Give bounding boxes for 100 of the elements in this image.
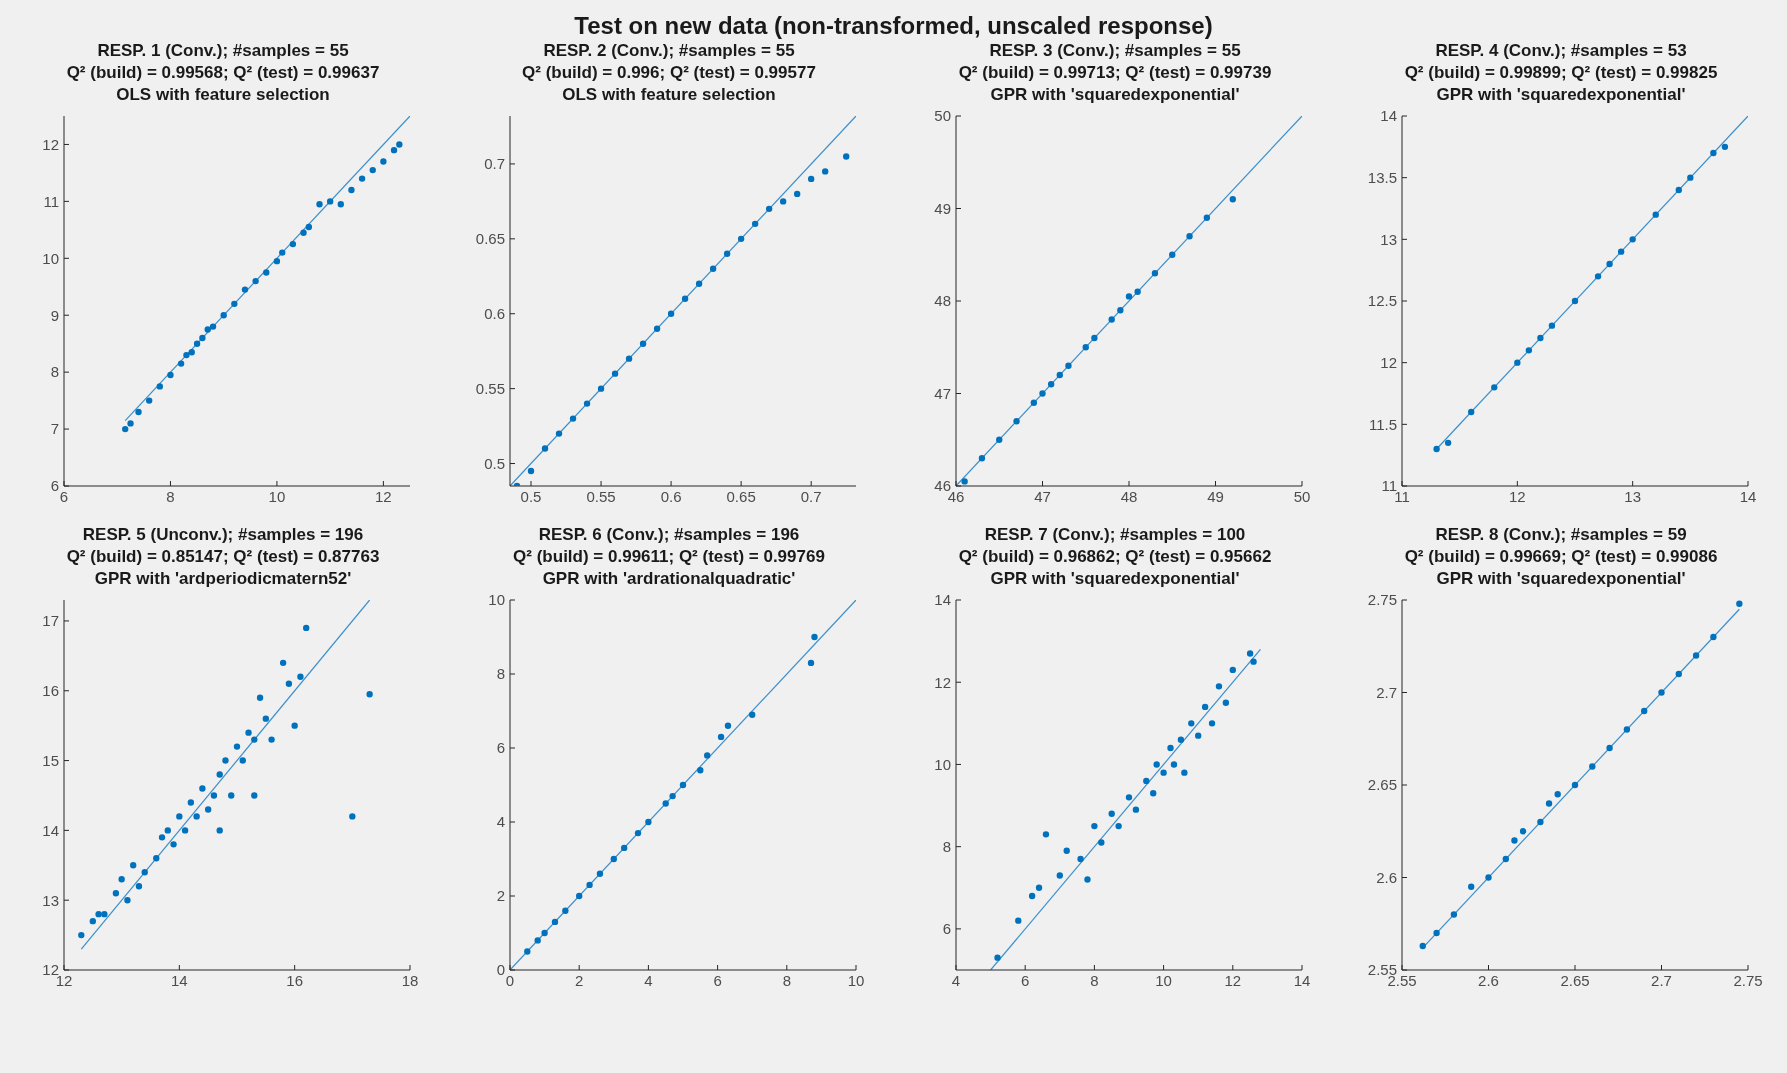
chart-subtitle: Q² (build) = 0.85147; Q² (test) = 0.87763 GPR with 'ardperiodicmatern52' xyxy=(66,546,380,590)
point xyxy=(751,220,759,228)
point xyxy=(326,198,334,205)
point xyxy=(1169,251,1176,258)
x-tick-label: 48 xyxy=(1120,487,1138,505)
point xyxy=(1537,818,1544,826)
point xyxy=(1519,828,1527,835)
point xyxy=(1181,769,1188,776)
point xyxy=(127,420,134,427)
point xyxy=(380,158,387,165)
point xyxy=(204,326,211,333)
point xyxy=(241,286,249,293)
point xyxy=(1246,650,1254,657)
chart-subtitle: Q² (build) = 0.99669; Q² (test) = 0.99086 GPR with 'squaredexponential' xyxy=(1404,546,1718,590)
x-tick-label: 8 xyxy=(782,971,791,989)
point xyxy=(1675,186,1682,194)
point xyxy=(78,931,85,939)
point xyxy=(1143,777,1150,785)
point xyxy=(1554,791,1561,798)
chart-title: RESP. 4 (Conv.); #samples = 53 xyxy=(1435,40,1687,62)
point xyxy=(251,792,258,799)
point xyxy=(1195,732,1202,739)
point xyxy=(1692,652,1700,659)
point xyxy=(183,351,190,359)
y-tick-label: 13 xyxy=(42,891,59,909)
x-tick-label: 2.75 xyxy=(1733,971,1763,989)
x-tick-label: 10 xyxy=(268,487,286,505)
point xyxy=(1160,769,1167,776)
point xyxy=(1606,744,1613,752)
point xyxy=(1150,790,1157,797)
point xyxy=(193,340,201,347)
chart-subtitle: Q² (build) = 0.99611; Q² (test) = 0.99769 GPR with 'ardrationalquadratic' xyxy=(513,546,825,590)
x-tick-label: 2.7 xyxy=(1651,971,1672,989)
y-tick-label: 12 xyxy=(42,135,59,153)
point xyxy=(1047,381,1055,388)
point xyxy=(233,743,241,750)
y-tick-label: 6 xyxy=(496,739,505,757)
chart-subtitle: Q² (build) = 0.99899; Q² (test) = 0.99825 GPR with 'squaredexponential' xyxy=(1404,62,1718,106)
point xyxy=(112,890,120,897)
point xyxy=(316,201,323,208)
chart-subtitle: Q² (build) = 0.96862; Q² (test) = 0.95662 GPR with 'squaredexponential' xyxy=(958,546,1272,590)
point xyxy=(1077,855,1084,863)
point xyxy=(551,918,559,926)
point xyxy=(1115,822,1122,830)
point xyxy=(300,229,307,236)
point xyxy=(177,360,185,367)
point xyxy=(209,323,217,330)
point xyxy=(534,937,541,944)
y-tick-label: 8 xyxy=(496,665,505,683)
point xyxy=(118,876,125,883)
point xyxy=(569,415,577,422)
x-tick-label: 0.65 xyxy=(726,487,756,505)
x-tick-label: 0.7 xyxy=(800,487,822,505)
chart-title: RESP. 5 (Unconv.); #samples = 196 xyxy=(82,524,364,546)
point xyxy=(348,186,355,194)
point xyxy=(597,385,605,392)
point xyxy=(1721,143,1729,151)
point xyxy=(1571,297,1579,305)
point xyxy=(156,383,164,390)
x-tick-label: 0.6 xyxy=(660,487,682,505)
point xyxy=(1167,744,1174,752)
point xyxy=(996,436,1003,443)
y-tick-label: 14 xyxy=(1380,107,1397,125)
point xyxy=(369,166,376,174)
point xyxy=(1028,892,1036,900)
point xyxy=(749,711,756,718)
point xyxy=(231,300,238,308)
x-tick-label: 14 xyxy=(1739,487,1757,505)
point xyxy=(1208,720,1216,727)
point xyxy=(1015,917,1022,924)
chart-title: RESP. 3 (Conv.); #samples = 55 xyxy=(989,40,1241,62)
point xyxy=(1617,248,1625,255)
point xyxy=(807,659,815,667)
point xyxy=(1658,689,1665,696)
point xyxy=(390,146,398,154)
y-tick-label: 48 xyxy=(934,292,951,310)
point xyxy=(1419,942,1426,950)
point xyxy=(765,205,773,213)
point xyxy=(1153,761,1160,768)
chart-subtitle: Q² (build) = 0.996; Q² (test) = 0.99577 OLS with feature selection xyxy=(522,62,816,106)
point xyxy=(279,249,286,256)
x-tick-label: 8 xyxy=(1090,971,1099,989)
point xyxy=(709,265,717,272)
y-tick-label: 10 xyxy=(488,591,505,609)
point xyxy=(1537,334,1544,342)
y-tick-label: 0.6 xyxy=(484,305,505,323)
x-tick-label: 18 xyxy=(401,971,419,989)
point xyxy=(1134,288,1141,295)
point xyxy=(124,897,131,904)
point xyxy=(101,910,108,918)
point xyxy=(130,862,137,869)
point xyxy=(1186,233,1193,240)
y-tick-label: 17 xyxy=(42,612,59,630)
point xyxy=(1589,763,1596,770)
point xyxy=(1433,929,1440,937)
point xyxy=(779,198,787,205)
point xyxy=(1444,439,1452,447)
x-tick-label: 4 xyxy=(644,971,653,989)
chart-title: RESP. 8 (Conv.); #samples = 59 xyxy=(1435,524,1687,546)
y-tick-label: 16 xyxy=(42,682,59,700)
